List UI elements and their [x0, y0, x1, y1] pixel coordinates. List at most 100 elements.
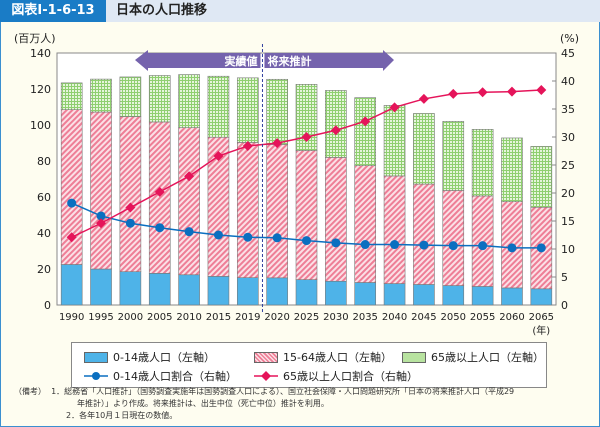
bar-15-64-2019	[236, 142, 259, 278]
left-tick-label: 60	[37, 191, 51, 204]
bar-65plus-1995	[90, 78, 112, 113]
point-65plus-ratio-2030	[330, 125, 341, 136]
bar-0-14-2065	[530, 288, 553, 306]
bar-0-14-2000	[119, 271, 142, 306]
bar-15-64-2050	[442, 190, 465, 286]
point-65plus-ratio-1990	[66, 232, 77, 243]
note-1: 1．総務省「人口推計」（国勢調査実施年は国勢調査人口による）、国立社会保障・人口…	[51, 387, 515, 396]
point-0-14-ratio-2045	[419, 240, 429, 250]
right-tick-label: 0	[561, 299, 568, 312]
x-tick-label: 2019	[235, 312, 260, 323]
bar-65plus-2035	[354, 97, 377, 166]
point-0-14-ratio-1990	[67, 198, 77, 208]
bar-0-14-2045	[413, 284, 435, 306]
bar-0-14-2050	[442, 285, 465, 306]
legend-item-65plus-pop: 65歳以上人口（左軸）	[402, 349, 544, 365]
note-line: （備考） 1．総務省「人口推計」（国勢調査実施年は国勢調査人口による）、国立社会…	[14, 386, 514, 398]
bar-65plus-2025	[295, 84, 318, 151]
bar-15-64-1995	[90, 111, 112, 270]
x-tick-label: 1995	[88, 312, 113, 323]
x-tick-label: 2045	[411, 312, 436, 323]
bar-0-14-2010	[178, 274, 200, 306]
bar-15-64-2005	[148, 121, 171, 274]
legend-label: 65歳以上人口（左軸）	[431, 351, 544, 364]
actual-label: 実績値	[224, 54, 257, 68]
bar-15-64-2020	[266, 144, 288, 279]
right-tick-label: 20	[561, 187, 575, 200]
point-0-14-ratio-2050	[448, 241, 458, 251]
point-65plus-ratio-2010	[184, 171, 195, 182]
left-tick-label: 120	[30, 83, 51, 96]
population-chart: 020406080100120140051015202530354045(百万人…	[14, 32, 579, 337]
left-tick-label: 40	[37, 227, 51, 240]
bar-0-14-2019	[236, 277, 259, 306]
right-tick-label: 5	[561, 271, 568, 284]
x-tick-label: 1990	[59, 312, 84, 323]
point-65plus-ratio-2005	[154, 186, 165, 197]
right-tick-label: 25	[561, 159, 575, 172]
bar-0-14-2035	[354, 282, 377, 306]
bar-65plus-2045	[413, 113, 435, 185]
right-tick-label: 45	[561, 47, 575, 60]
bar-0-14-2015	[207, 276, 230, 306]
right-tick-label: 10	[561, 243, 575, 256]
x-tick-label: 2050	[441, 312, 466, 323]
bar-65plus-1990	[60, 82, 83, 110]
bar-15-64-2030	[325, 157, 347, 282]
bar-15-64-2045	[413, 183, 435, 285]
point-0-14-ratio-2060	[507, 243, 517, 253]
point-0-14-ratio-2000	[125, 218, 135, 228]
bar-15-64-2000	[119, 116, 142, 273]
bar-15-64-2035	[354, 165, 377, 283]
bar-0-14-2025	[295, 279, 318, 306]
x-tick-label: 2035	[352, 312, 377, 323]
right-axis-label: (%)	[560, 32, 579, 45]
point-0-14-ratio-2055	[478, 241, 488, 251]
figure-header: 図表Ⅰ-1-6-13 日本の人口推移	[0, 0, 600, 22]
right-tick-label: 30	[561, 131, 575, 144]
legend-item-65plus-ratio: 65歳以上人口割合（右軸）	[254, 368, 418, 384]
legend-label: 15-64歳人口（左軸）	[283, 351, 392, 364]
x-tick-label: 2065	[529, 312, 554, 323]
legend-item-0-14-pop: 0-14歳人口（左軸）	[84, 349, 215, 365]
point-0-14-ratio-2019	[243, 232, 253, 242]
bar-0-14-2055	[471, 286, 494, 306]
x-tick-label: 2010	[176, 312, 201, 323]
bar-65plus-2065	[530, 146, 553, 208]
bar-65plus-2060	[501, 137, 523, 202]
projection-arrow	[264, 50, 394, 71]
bar-65plus-2019	[236, 77, 259, 143]
legend-swatch	[254, 351, 278, 363]
left-tick-label: 140	[30, 47, 51, 60]
left-tick-label: 20	[37, 263, 51, 276]
bar-65plus-2030	[325, 90, 347, 158]
x-tick-label: 2005	[147, 312, 172, 323]
point-65plus-ratio-1995	[96, 218, 107, 229]
bar-15-64-2025	[295, 150, 318, 280]
point-0-14-ratio-2015	[213, 230, 223, 240]
left-tick-label: 100	[30, 119, 51, 132]
bar-0-14-2005	[148, 273, 171, 306]
x-tick-label: 2040	[382, 312, 407, 323]
point-65plus-ratio-2040	[389, 102, 400, 113]
figure-title: 日本の人口推移	[116, 3, 208, 18]
point-0-14-ratio-2005	[155, 223, 165, 233]
x-tick-label: 2015	[206, 312, 231, 323]
bar-65plus-2020	[266, 78, 288, 145]
point-0-14-ratio-2065	[536, 243, 546, 253]
bar-0-14-2040	[383, 283, 406, 306]
right-tick-label: 40	[561, 75, 575, 88]
bar-65plus-2015	[207, 75, 230, 138]
right-tick-label: 35	[561, 103, 575, 116]
note-1-cont: 年推計）」より作成。将来推計は、出生中位（死亡中位）推計を利用。	[77, 399, 329, 408]
actual-arrow	[135, 50, 261, 71]
diamond-marker-icon	[254, 371, 278, 381]
point-65plus-ratio-2035	[360, 116, 371, 127]
bar-0-14-2060	[501, 287, 523, 306]
bar-0-14-1990	[60, 264, 83, 306]
point-0-14-ratio-1995	[96, 211, 106, 221]
circle-marker-icon	[84, 372, 108, 380]
bar-65plus-2000	[119, 76, 142, 117]
note-2: 2．各年10月１日現在の数値。	[66, 411, 178, 420]
point-0-14-ratio-2025	[302, 236, 311, 246]
